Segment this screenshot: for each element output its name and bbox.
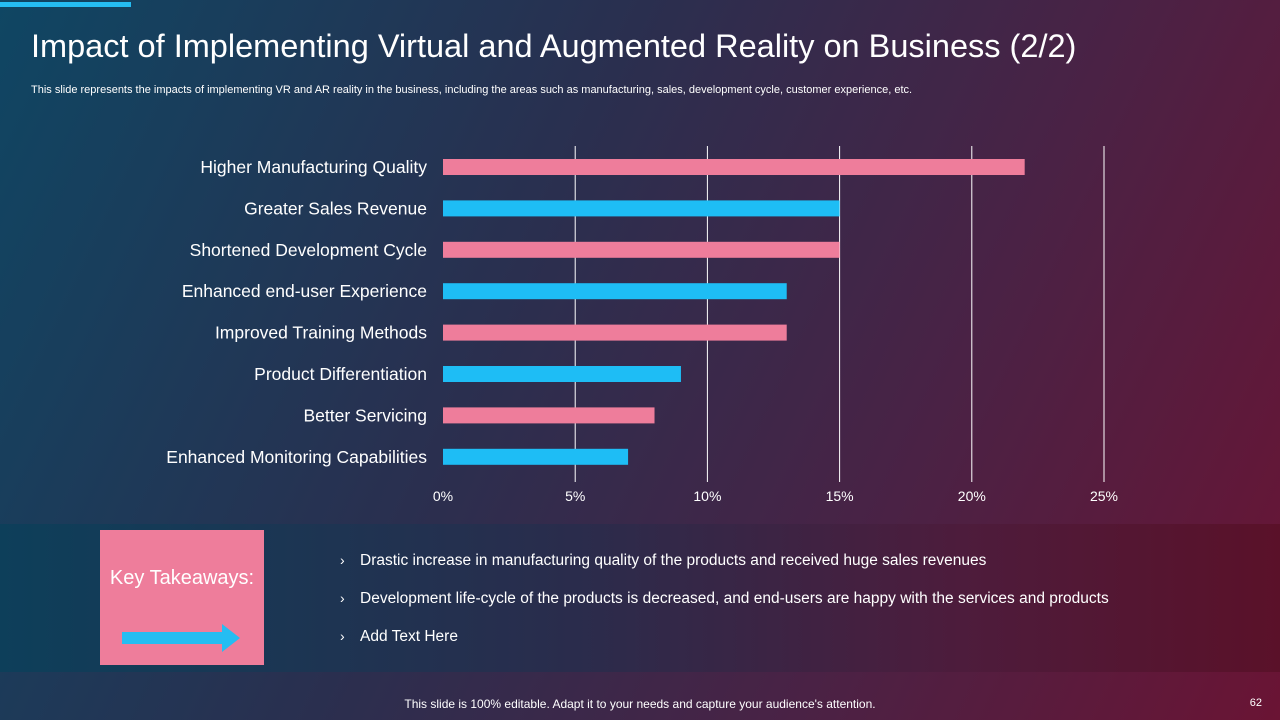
arrow-right-icon	[122, 624, 240, 652]
category-label: Greater Sales Revenue	[244, 198, 427, 218]
bar	[443, 159, 1025, 175]
title-accent-line	[0, 2, 131, 7]
bar	[443, 407, 655, 424]
page-number: 62	[1249, 697, 1262, 709]
x-tick-label: 5%	[565, 488, 585, 504]
bar	[443, 448, 629, 465]
category-label: Higher Manufacturing Quality	[200, 157, 427, 177]
bar	[443, 324, 787, 341]
bar-chart: 0% 5% 10% 15% 20% 25% Higher Manufacturing Qua…	[166, 146, 1118, 504]
x-tick-label: 15%	[826, 488, 854, 504]
takeaway-item: › Add Text Here	[340, 627, 1109, 665]
slide-subtitle: This slide represents the impacts of imp…	[31, 84, 913, 96]
chevron-right-icon: ›	[340, 552, 345, 568]
x-tick-label: 25%	[1090, 488, 1118, 504]
category-label: Improved Training Methods	[215, 323, 427, 343]
takeaway-text: Drastic increase in manufacturing qualit…	[360, 552, 987, 569]
takeaway-text: Development life-cycle of the products i…	[360, 590, 1109, 607]
key-takeaways-box: Key Takeaways:	[100, 530, 264, 665]
chevron-right-icon: ›	[340, 628, 345, 644]
footer-note: This slide is 100% editable. Adapt it to…	[404, 697, 876, 711]
takeaway-item: › Drastic increase in manufacturing quali…	[340, 551, 1109, 589]
bar	[443, 283, 787, 300]
bar	[443, 241, 840, 258]
x-tick-label: 20%	[958, 488, 986, 504]
takeaway-text: Add Text Here	[360, 628, 458, 645]
takeaway-item: › Development life-cycle of the products …	[340, 589, 1109, 627]
slide-title: Impact of Implementing Virtual and Augme…	[31, 28, 1077, 64]
takeaways-list: › Drastic increase in manufacturing quali…	[340, 551, 1109, 665]
category-label: Better Servicing	[303, 405, 427, 425]
category-label: Shortened Development Cycle	[190, 240, 427, 260]
category-label: Product Differentiation	[254, 364, 427, 384]
x-tick-label: 10%	[693, 488, 721, 504]
bar	[443, 366, 681, 382]
category-label: Enhanced end-user Experience	[182, 281, 427, 301]
key-takeaways-label: Key Takeaways:	[109, 567, 255, 589]
x-tick-label: 0%	[433, 488, 453, 504]
bar	[443, 200, 840, 217]
category-label: Enhanced Monitoring Capabilities	[166, 447, 427, 467]
chevron-right-icon: ›	[340, 590, 345, 606]
